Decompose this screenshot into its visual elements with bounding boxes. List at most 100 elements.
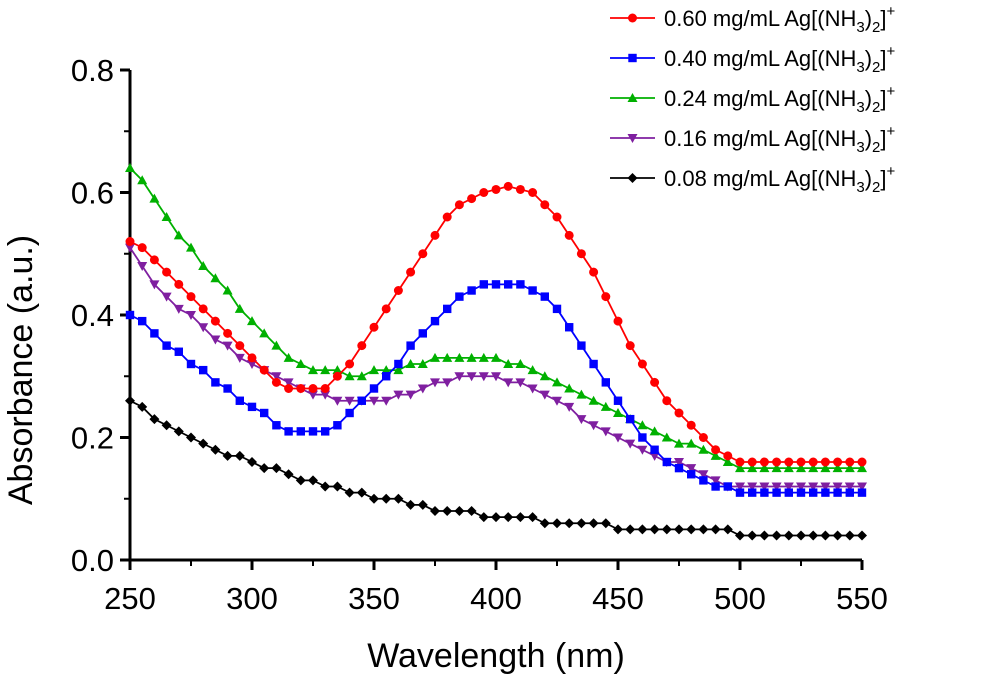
data-point — [820, 457, 830, 467]
data-point — [491, 184, 501, 194]
data-point — [759, 463, 770, 473]
data-point — [832, 530, 843, 541]
data-point — [210, 335, 221, 345]
data-point — [479, 188, 489, 197]
data-point — [491, 352, 501, 362]
data-point — [283, 378, 294, 388]
data-point — [735, 457, 745, 467]
data-point — [149, 280, 160, 290]
data-point — [796, 482, 806, 492]
data-point — [369, 493, 379, 504]
data-point — [308, 390, 318, 400]
y-axis-title: Absorbance (a.u.) — [2, 235, 40, 505]
data-point — [600, 518, 611, 529]
data-point — [552, 396, 562, 406]
data-point — [369, 322, 379, 332]
data-point — [832, 463, 843, 473]
data-point — [503, 359, 514, 368]
data-point — [625, 439, 636, 449]
data-point — [162, 341, 171, 350]
data-point — [455, 292, 464, 301]
data-point — [234, 303, 245, 313]
data-point — [796, 488, 806, 497]
data-point — [417, 384, 428, 394]
data-point — [442, 212, 452, 222]
data-point — [600, 401, 611, 411]
data-point — [467, 194, 477, 204]
data-point — [588, 421, 599, 431]
legend-marker — [627, 134, 638, 143]
data-point — [491, 372, 501, 382]
data-point — [637, 420, 648, 430]
data-point — [454, 200, 464, 210]
data-point — [833, 457, 843, 467]
data-point — [137, 262, 148, 271]
data-point — [125, 395, 135, 406]
data-point — [552, 304, 562, 314]
data-point — [320, 390, 331, 400]
data-point — [149, 255, 159, 265]
data-point — [784, 457, 794, 467]
data-point — [783, 482, 794, 492]
data-point — [783, 530, 794, 541]
data-point — [418, 329, 427, 338]
data-point — [686, 420, 696, 430]
data-point — [260, 408, 269, 418]
data-point — [406, 341, 415, 350]
data-point — [539, 518, 550, 529]
data-point — [759, 482, 770, 492]
data-point — [198, 438, 209, 449]
legend-label: 0.16 mg/mL Ag[(NH3)2]+ — [664, 123, 896, 156]
data-point — [161, 212, 172, 221]
data-point — [747, 463, 758, 473]
data-point — [698, 470, 709, 480]
data-point — [418, 249, 428, 259]
x-tick-label: 500 — [714, 581, 766, 616]
x-axis-title: Wavelength (nm) — [367, 637, 625, 675]
data-point — [552, 518, 562, 529]
data-point — [638, 433, 647, 442]
data-point — [564, 230, 574, 240]
data-point — [478, 352, 489, 362]
data-point — [564, 518, 575, 529]
data-point — [478, 372, 489, 382]
data-point — [405, 499, 416, 510]
data-point — [308, 475, 318, 486]
data-point — [405, 390, 416, 400]
data-point — [283, 469, 294, 480]
data-point — [235, 396, 244, 405]
legend-marker — [628, 53, 637, 63]
data-point — [430, 230, 440, 240]
data-point — [466, 506, 477, 516]
data-point — [503, 181, 513, 191]
data-point — [698, 433, 708, 442]
data-point — [271, 377, 281, 387]
legend-label: 0.08 mg/mL Ag[(NH3)2]+ — [664, 163, 896, 196]
data-point — [259, 365, 269, 375]
data-point — [735, 463, 745, 473]
data-point — [442, 378, 453, 388]
data-point — [405, 359, 416, 368]
data-point — [430, 316, 440, 326]
legend-marker — [627, 173, 638, 183]
data-point — [161, 420, 172, 431]
data-point — [430, 506, 440, 516]
legend-label: 0.40 mg/mL Ag[(NH3)2]+ — [664, 43, 896, 76]
legend: 0.60 mg/mL Ag[(NH3)2]+ 0.40 mg/mL Ag[(NH3… — [610, 3, 896, 196]
data-point — [382, 372, 391, 381]
data-point — [857, 530, 867, 541]
data-point — [674, 408, 684, 418]
data-point — [626, 414, 635, 424]
data-point — [747, 482, 758, 492]
data-point — [527, 384, 538, 394]
data-point — [601, 378, 610, 387]
data-point — [393, 390, 404, 400]
data-point — [295, 475, 306, 486]
data-point — [234, 450, 245, 461]
data-point — [540, 200, 550, 210]
data-point — [832, 482, 843, 492]
data-point — [137, 401, 148, 412]
data-point — [759, 457, 769, 467]
data-point — [320, 384, 330, 393]
